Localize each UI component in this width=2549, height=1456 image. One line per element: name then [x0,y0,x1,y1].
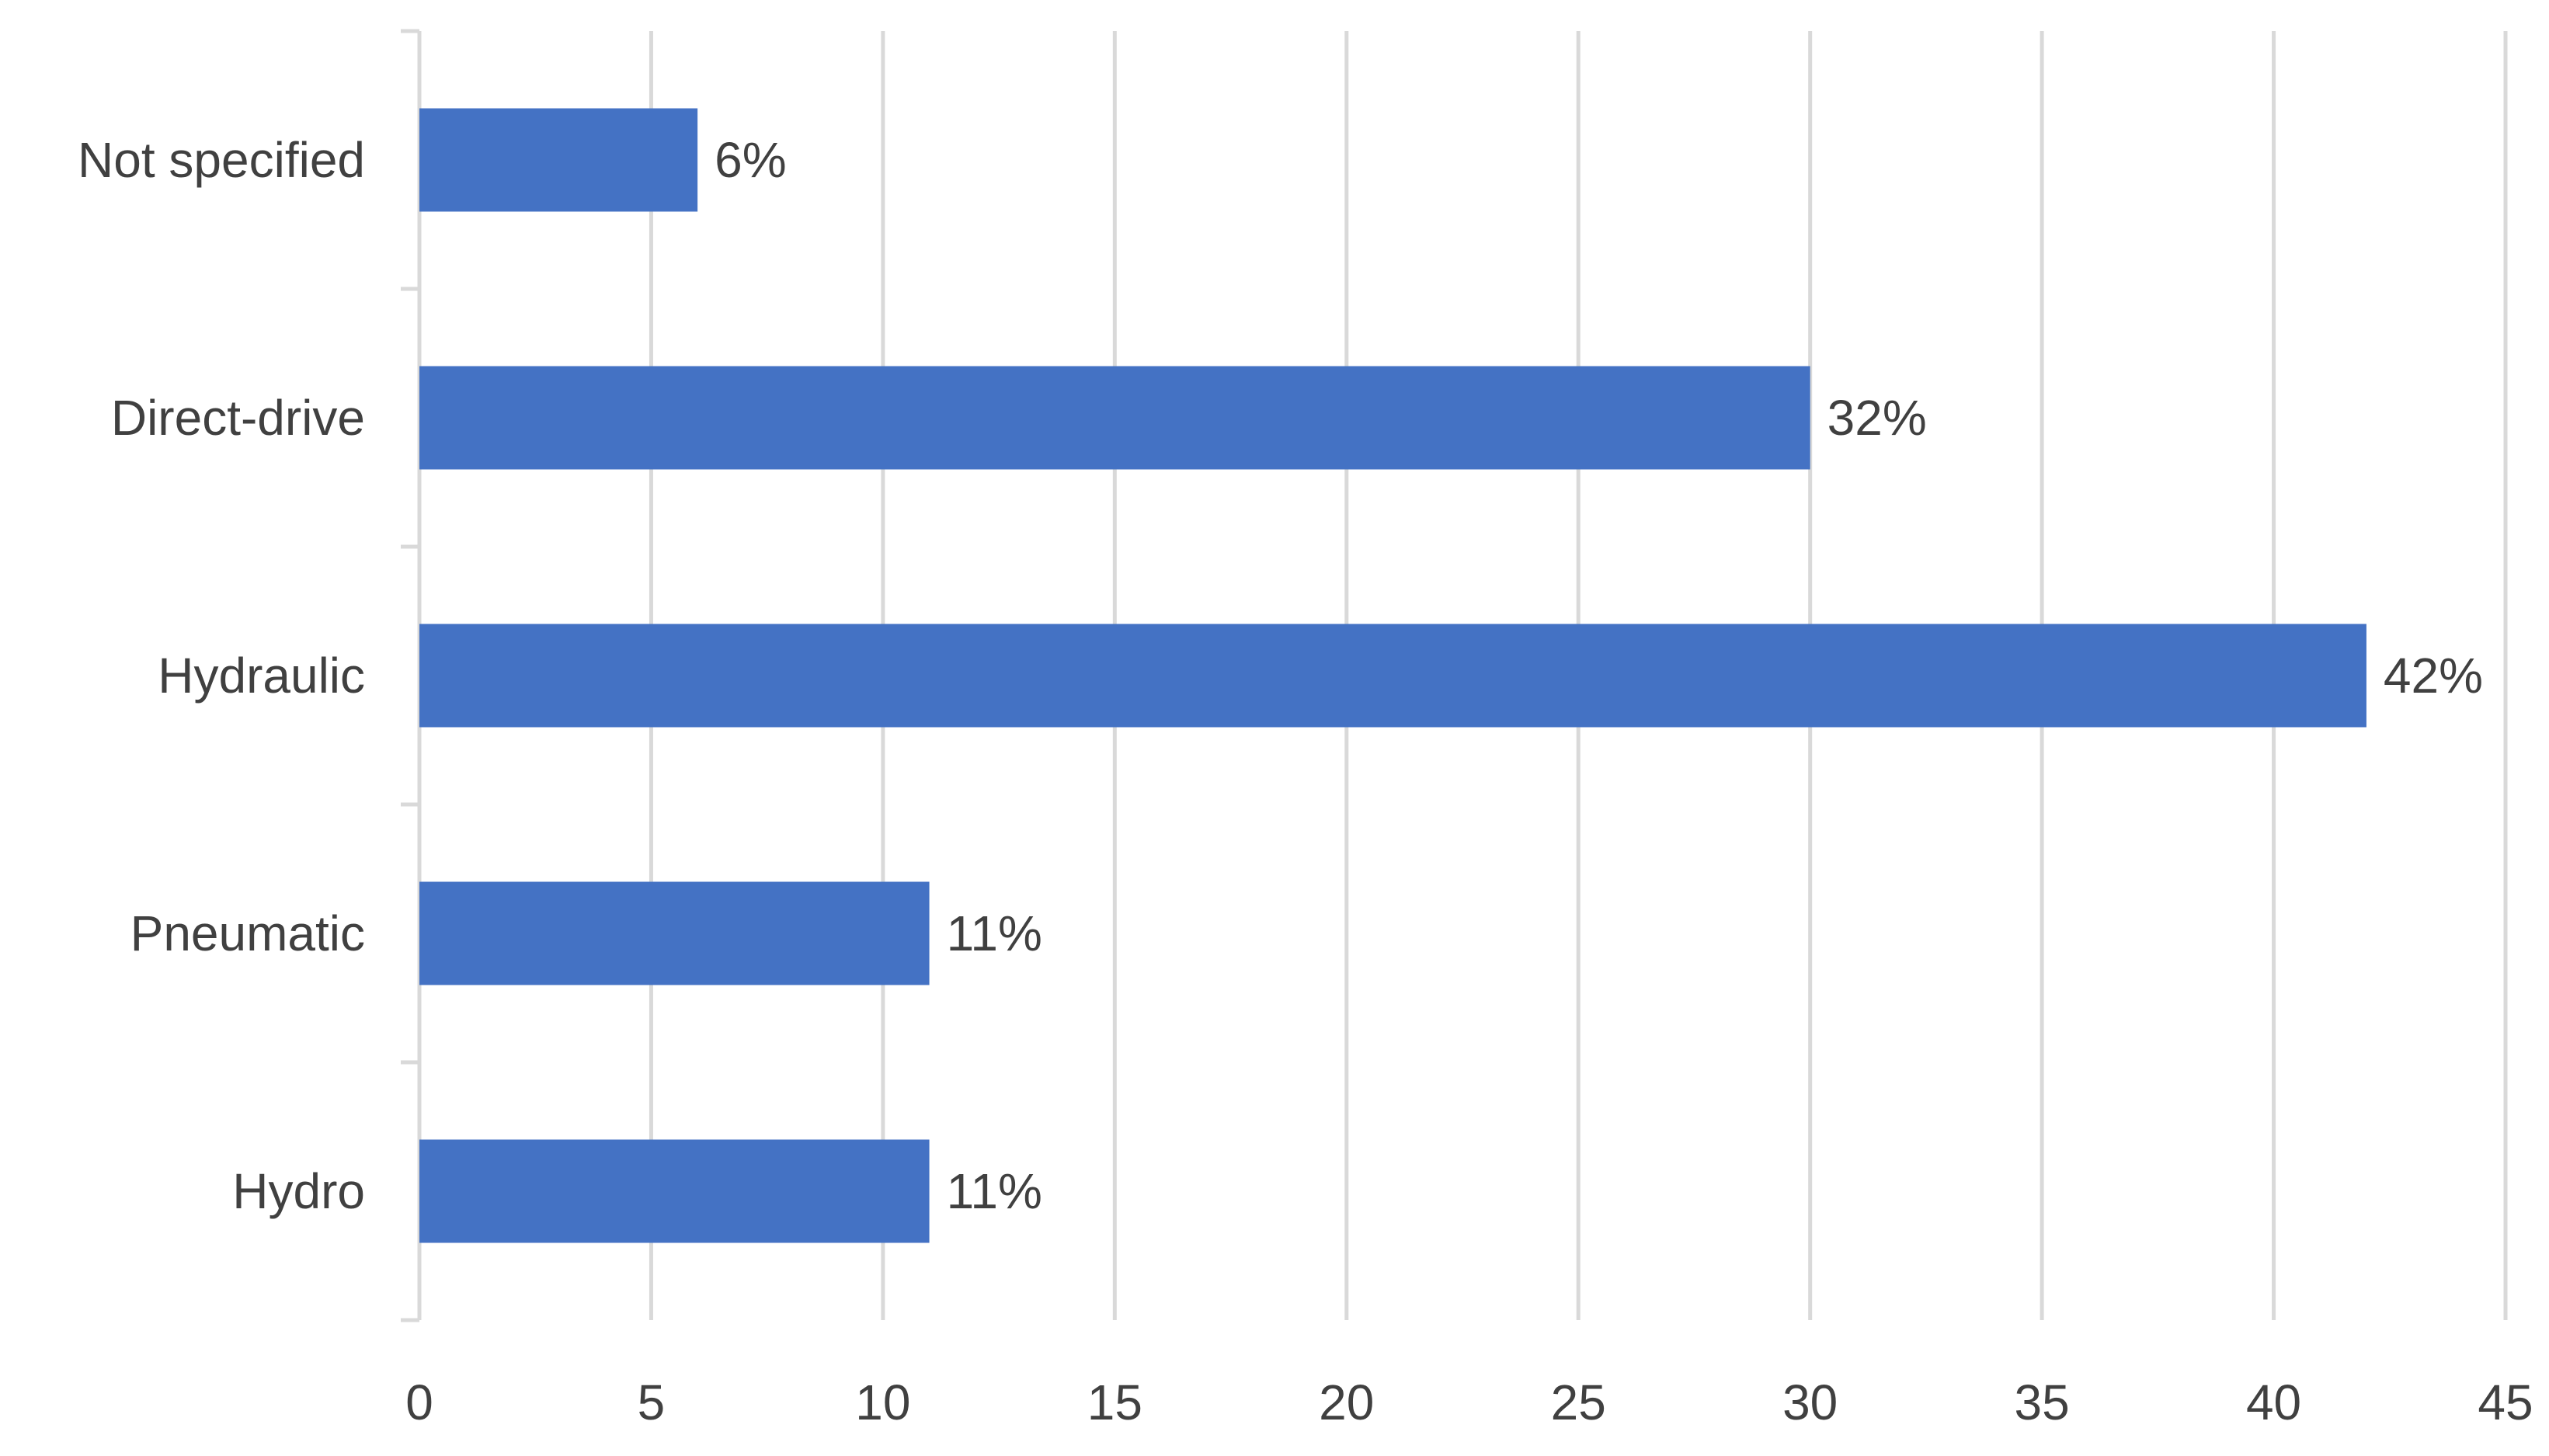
bar-direct-drive [419,366,1810,470]
category-label: Hydraulic [158,648,365,704]
x-tick-label-5: 5 [638,1374,666,1430]
category-label: Not specified [78,132,365,188]
x-tick-label-15: 15 [1087,1374,1142,1430]
data-label: 11% [947,1163,1042,1219]
x-tick-label-45: 45 [2478,1374,2533,1430]
data-label: 32% [1827,390,1927,446]
x-tick-label-40: 40 [2246,1374,2301,1430]
bars [419,108,2366,1243]
bar-pneumatic [419,881,930,985]
x-tick-label-25: 25 [1551,1374,1606,1430]
bar-hydraulic [419,624,2366,728]
x-tick-label-20: 20 [1319,1374,1374,1430]
category-label: Hydro [232,1163,365,1219]
labels: 0 5 10 15 20 25 30 35 40 45 Not specified 6% Direct-… [78,132,2533,1430]
x-tick-label-10: 10 [855,1374,910,1430]
x-tick-label-35: 35 [2015,1374,2070,1430]
category-label: Direct-drive [111,390,365,446]
data-label: 42% [2384,648,2483,704]
category-label: Pneumatic [130,905,365,961]
data-label: 11% [947,905,1042,961]
bar-hydro [419,1139,930,1243]
data-label: 6% [715,132,787,188]
bar-not-specified [419,108,698,212]
axes [401,29,422,1322]
x-tick-label-0: 0 [405,1374,433,1430]
x-tick-label-30: 30 [1782,1374,1838,1430]
